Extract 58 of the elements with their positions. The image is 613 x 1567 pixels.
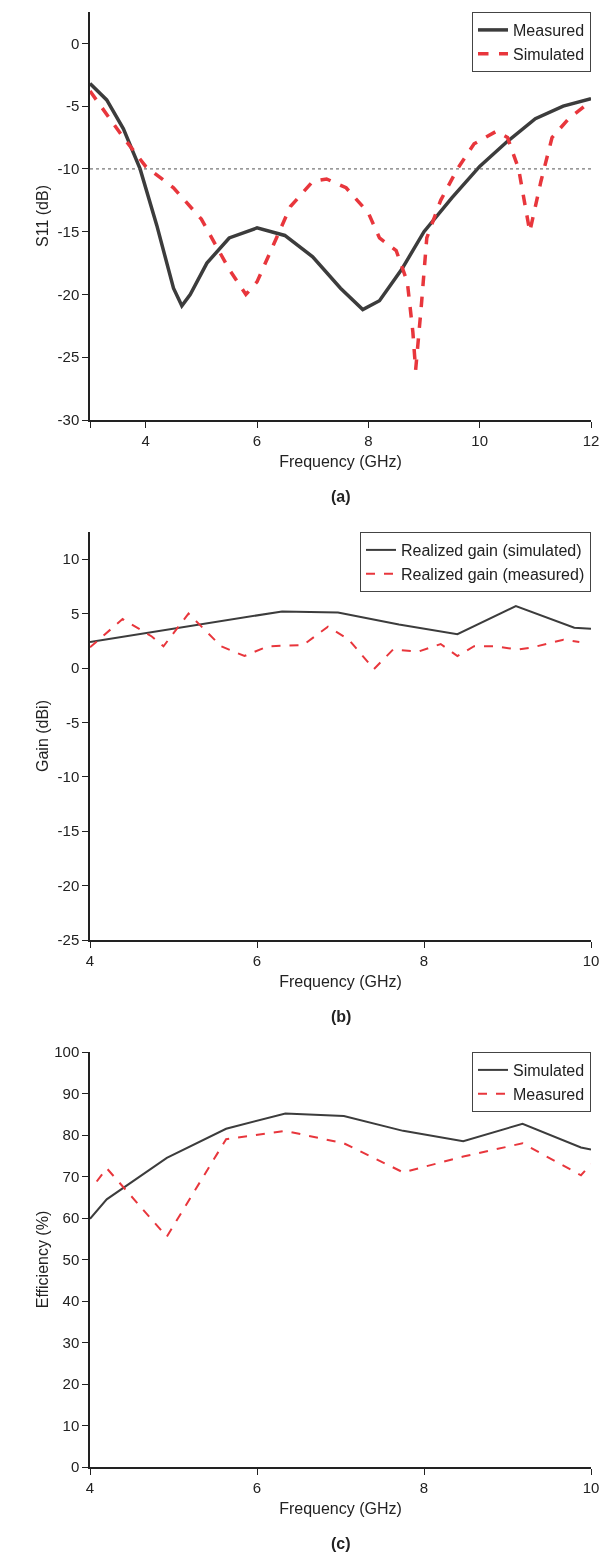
legend-label: Simulated bbox=[513, 45, 585, 63]
legend-label: Simulated bbox=[513, 1062, 585, 1080]
y-tick-label: 0 bbox=[70, 1458, 80, 1476]
legend-label: Measured bbox=[513, 1085, 585, 1103]
y-tick-label: 0 bbox=[70, 659, 80, 677]
x-tick-label: 8 bbox=[419, 951, 429, 969]
x-tick-label: 4 bbox=[141, 431, 150, 449]
x-tick-label: 12 bbox=[582, 431, 600, 449]
y-tick-label: -5 bbox=[65, 97, 80, 115]
x-tick-label: 6 bbox=[252, 431, 262, 449]
y-tick-label: -30 bbox=[57, 411, 80, 429]
line-series bbox=[90, 81, 591, 312]
y-tick-label: -25 bbox=[57, 348, 80, 366]
x-tick-label: 10 bbox=[582, 951, 600, 969]
y-tick-label: 90 bbox=[62, 1084, 80, 1102]
x-tick-label: 10 bbox=[471, 431, 489, 449]
line-series bbox=[90, 1112, 591, 1220]
x-axis-title: Frequency (GHz) bbox=[279, 452, 402, 470]
y-tick-label: -10 bbox=[57, 160, 80, 178]
y-tick-label: 50 bbox=[62, 1250, 80, 1268]
legend-label: Realized gain (simulated) bbox=[401, 542, 582, 560]
y-tick-label: 40 bbox=[62, 1292, 80, 1310]
y-axis-title: Efficiency (%) bbox=[33, 1210, 51, 1309]
y-tick-label: -15 bbox=[57, 822, 80, 840]
x-tick-label: 8 bbox=[364, 431, 373, 449]
text: (a) bbox=[331, 488, 351, 505]
y-tick-label: 0 bbox=[70, 34, 80, 52]
x-tick-label: 10 bbox=[582, 1478, 600, 1496]
y-tick-label: -5 bbox=[65, 713, 80, 731]
x-axis-title: Frequency (GHz) bbox=[279, 1499, 402, 1517]
x-tick-label: 4 bbox=[85, 951, 95, 969]
x-axis-title: Frequency (GHz) bbox=[279, 972, 402, 990]
y-tick-label: -20 bbox=[57, 285, 80, 303]
text: (c) bbox=[331, 1535, 351, 1552]
y-axis-title: S11 (dB) bbox=[33, 185, 51, 247]
y-tick-label: 10 bbox=[62, 1416, 80, 1434]
y-tick-label: 100 bbox=[54, 1043, 80, 1061]
x-tick-label: 6 bbox=[252, 951, 262, 969]
y-tick-label: -25 bbox=[57, 931, 80, 949]
line-series bbox=[90, 604, 591, 643]
legend-label: Realized gain (measured) bbox=[401, 565, 585, 583]
y-tick-label: 80 bbox=[62, 1126, 80, 1144]
y-tick-label: 10 bbox=[62, 550, 80, 568]
text: (b) bbox=[331, 1008, 352, 1025]
line-series bbox=[90, 612, 581, 671]
x-tick-label: 4 bbox=[85, 1478, 95, 1496]
y-tick-label: 60 bbox=[62, 1209, 80, 1227]
x-tick-label: 8 bbox=[419, 1478, 429, 1496]
y-axis-title: Gain (dBi) bbox=[33, 699, 51, 773]
y-tick-label: 5 bbox=[70, 604, 80, 622]
y-tick-label: 30 bbox=[62, 1333, 80, 1351]
legend-label: Measured bbox=[513, 22, 585, 40]
y-tick-label: 20 bbox=[62, 1375, 80, 1393]
y-tick-label: -10 bbox=[57, 768, 80, 786]
x-tick-label: 6 bbox=[252, 1478, 262, 1496]
y-tick-label: -15 bbox=[57, 222, 80, 240]
y-tick-label: 70 bbox=[62, 1167, 80, 1185]
y-tick-label: -20 bbox=[57, 876, 80, 894]
